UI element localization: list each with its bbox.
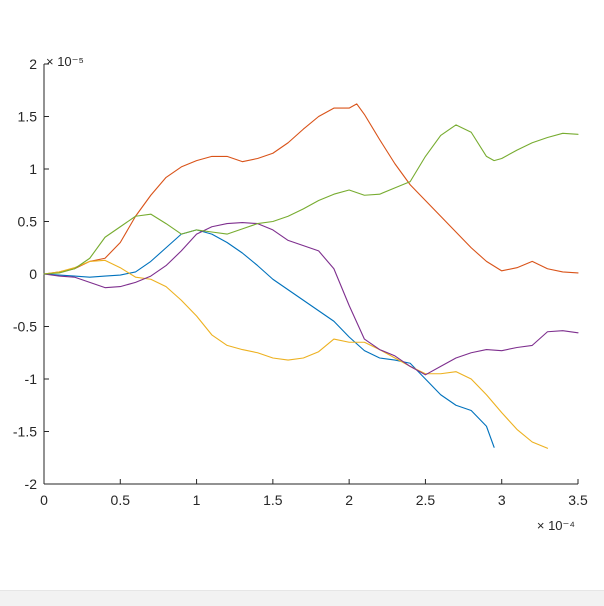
x-tick-label: 1.5 xyxy=(263,492,283,508)
series-line-1 xyxy=(43,229,495,448)
series-line-4 xyxy=(43,222,579,376)
tick-labels: 0 0.5 1 1.5 2 2.5 3 3.5 -2 -1.5 -1 -0.5 0 0.5 1 1.5 2 × 1… xyxy=(13,54,588,533)
y-tick-label: -1 xyxy=(25,371,38,387)
x-exponent-label: × 10⁻⁴ xyxy=(537,518,575,533)
x-tick-label: 3.5 xyxy=(568,492,588,508)
y-tick-label: -0.5 xyxy=(13,319,37,335)
x-tick-label: 2.5 xyxy=(416,492,436,508)
x-tick-label: 1 xyxy=(193,492,201,508)
y-exponent-label: × 10⁻⁵ xyxy=(46,54,84,69)
x-tick-label: 0 xyxy=(40,492,48,508)
x-tick-label: 3 xyxy=(498,492,506,508)
y-tick-label: 2 xyxy=(29,56,37,72)
plot-area xyxy=(43,103,579,449)
bottom-strip xyxy=(0,590,604,606)
y-tick-label: -1.5 xyxy=(13,424,37,440)
y-tick-label: 1 xyxy=(29,161,37,177)
x-tick-label: 0.5 xyxy=(111,492,131,508)
x-tick-label: 2 xyxy=(345,492,353,508)
series-line-5 xyxy=(43,124,579,275)
y-tick-label: 0.5 xyxy=(18,214,38,230)
y-tick-label: 0 xyxy=(29,266,37,282)
y-tick-label: 1.5 xyxy=(18,109,38,125)
series-line-3 xyxy=(43,259,549,449)
y-tick-label: -2 xyxy=(25,476,38,492)
